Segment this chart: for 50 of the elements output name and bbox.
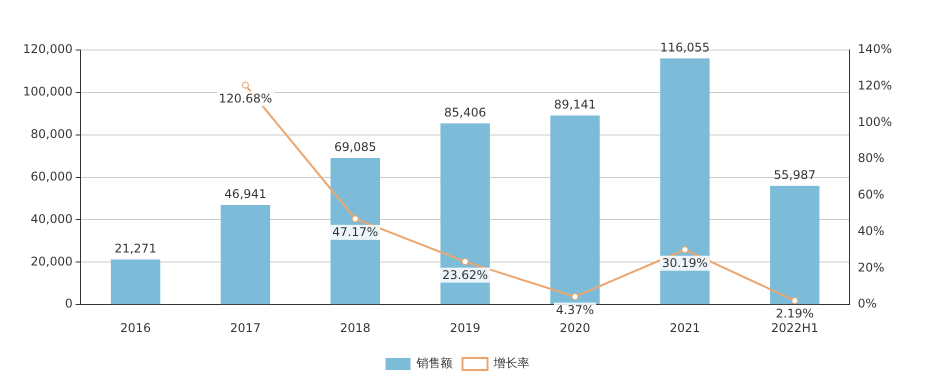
data-label: 89,141 [554, 98, 596, 112]
x-tick-label: 2020 [560, 320, 590, 335]
y2-tick-label: 20% [858, 260, 884, 274]
bar [330, 158, 380, 304]
point [242, 82, 249, 89]
y-tick-label: 120,000 [23, 42, 73, 56]
data-label: 85,406 [444, 106, 486, 120]
y2-tick-label: 0% [858, 296, 877, 311]
data-label: 55,987 [774, 168, 816, 182]
y2-tick-label: 120% [858, 78, 892, 92]
data-label: 69,085 [334, 140, 376, 154]
legend-label: 增长率 [492, 356, 530, 370]
point [791, 297, 798, 304]
data-label: 4.37% [556, 302, 594, 317]
x-tick-label: 2021 [670, 320, 700, 335]
bar [770, 186, 820, 304]
point [681, 246, 688, 254]
data-label: 120.68% [218, 91, 272, 106]
bar [110, 259, 160, 304]
bar [220, 205, 270, 304]
data-label: 46,941 [224, 187, 266, 202]
point [352, 215, 359, 222]
point [572, 293, 579, 300]
y2-tick-label: 80% [858, 151, 884, 166]
data-label: 2.19% [776, 306, 814, 321]
y-tick-label: 0 [64, 296, 73, 311]
bar [440, 123, 490, 304]
y2-tick-label: 100% [858, 114, 892, 129]
point [462, 258, 469, 266]
y-tick-label: 80,000 [30, 126, 73, 141]
bar [550, 115, 600, 304]
legend-label: 销售额 [416, 356, 452, 370]
x-tick-label: 2016 [120, 320, 151, 335]
y2-tick-label: 140% [858, 42, 892, 56]
x-tick-label: 2022H1 [771, 320, 818, 335]
x-tick-label: 2018 [340, 320, 371, 335]
y2-tick-label: 60% [858, 188, 884, 202]
x-tick-label: 2017 [230, 320, 261, 335]
data-label: 23.62% [442, 268, 488, 282]
y2-tick-label: 40% [858, 224, 884, 238]
data-label: 21,271 [114, 242, 157, 256]
y-tick-label: 20,000 [30, 254, 73, 268]
bar [660, 58, 710, 304]
x-tick-label: 2019 [450, 320, 480, 335]
data-label: 30.19% [662, 256, 708, 270]
y-tick-label: 60,000 [30, 169, 73, 184]
y-tick-label: 40,000 [30, 212, 73, 226]
data-label: 116,055 [660, 40, 710, 54]
y-tick-label: 100,000 [23, 84, 73, 99]
data-label: 47.17% [332, 224, 378, 239]
